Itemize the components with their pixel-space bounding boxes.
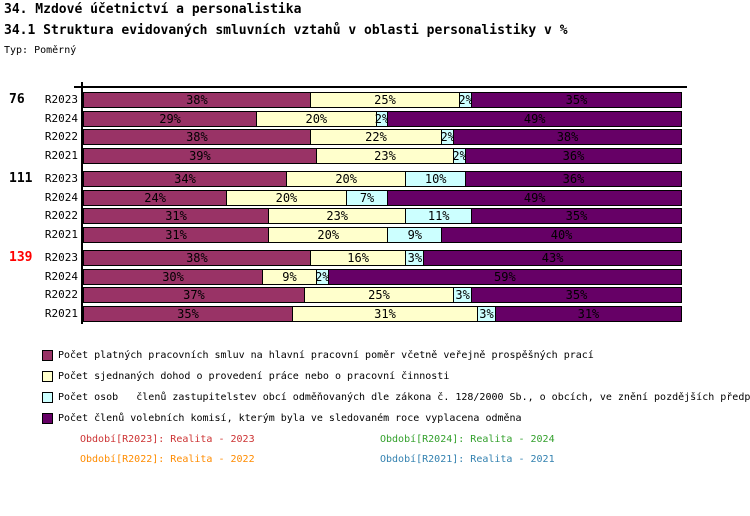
bar-segment: 30% (84, 269, 264, 284)
bar-segment: 3% (406, 251, 425, 265)
stacked-bar-111-R2022: 31% 23% 11% 35% (83, 208, 682, 224)
bar-segment: 20% (257, 111, 377, 126)
bar-segment: 49% (388, 111, 681, 126)
group-count-label: 111 (9, 171, 33, 186)
bar-segment: 2% (458, 93, 473, 107)
bar-segment: 11% (406, 209, 473, 223)
stacked-bar-76-R2024: 29% 20% 2% 49% (83, 110, 682, 127)
bar-segment: 49% (388, 190, 681, 205)
bar-segment: 2% (452, 148, 467, 163)
period-tick-label: R2022 (44, 130, 78, 143)
period-tick-label: R2024 (44, 190, 78, 204)
bar-segment: 2% (440, 130, 455, 144)
period-tick-label: R2024 (44, 111, 78, 125)
period-tick-label: R2021 (44, 227, 78, 241)
bar-segment: 20% (269, 227, 389, 242)
group-count-label: 76 (9, 92, 25, 107)
bar-segment: 38% (454, 130, 681, 144)
page-title: 34. Mzdové účetnictví a personalistika (4, 2, 302, 17)
bar-segment: 20% (227, 190, 347, 205)
bar-segment: 39% (84, 148, 317, 163)
plot-top-border (74, 86, 687, 88)
legend-item-zastupitelstva: Počet osob členů zastupitelstev obcí odm… (42, 390, 750, 404)
bar-segment: 20% (286, 172, 407, 186)
legend-item-volebni-komise: Počet členů volebních komisí, kterým byl… (42, 411, 750, 425)
bar-segment: 34% (84, 172, 287, 186)
bar-segment: 25% (310, 93, 461, 107)
chart-subtitle: 34.1 Struktura evidovaných smluvních vzt… (4, 23, 568, 38)
bar-segment: 31% (292, 306, 478, 321)
bar-segment: 36% (466, 172, 681, 186)
stacked-bar-139-R2021: 35% 31% 3% 31% (83, 305, 682, 322)
bar-segment: 37% (84, 288, 305, 302)
bar-segment: 35% (472, 209, 681, 223)
footnote-period-r2024: Období[R2024]: Realita - 2024 (380, 434, 555, 445)
bar-segment: 9% (263, 269, 317, 284)
group-count-label: 139 (9, 250, 33, 265)
period-tick-label: R2024 (44, 269, 78, 283)
legend-swatch-maroon (42, 349, 53, 361)
bar-segment: 38% (84, 251, 311, 265)
bar-segment: 3% (478, 306, 496, 321)
stacked-bar-139-R2022: 37% 25% 3% 35% (83, 287, 682, 303)
legend-label: Počet sjednaných dohod o provedení práce… (58, 370, 450, 382)
period-tick-label: R2023 (44, 251, 78, 264)
footnote-period-r2022: Období[R2022]: Realita - 2022 (80, 454, 255, 465)
bar-segment: 22% (310, 130, 443, 144)
stacked-bar-111-R2021: 31% 20% 9% 40% (83, 226, 682, 243)
legend-item-dohody: Počet sjednaných dohod o provedení práce… (42, 369, 750, 383)
bar-segment: 23% (269, 209, 407, 223)
bar-segment: 38% (84, 93, 311, 107)
bar-segment: 43% (424, 251, 681, 265)
bar-segment: 16% (310, 251, 407, 265)
bar-segment: 35% (472, 93, 681, 107)
legend-item-pracovni-smlouvy: Počet platných pracovních smluv na hlavn… (42, 348, 750, 362)
bar-segment: 31% (84, 209, 270, 223)
bar-segment: 35% (472, 288, 681, 302)
bar-segment: 31% (495, 306, 681, 321)
bar-segment: 2% (374, 111, 390, 126)
bar-segment: 29% (84, 111, 258, 126)
chart-type-label: Typ: Poměrný (4, 45, 77, 56)
bar-segment: 38% (84, 130, 311, 144)
bar-segment: 25% (304, 288, 455, 302)
legend-swatch-yellow (42, 370, 53, 382)
bar-segment: 23% (316, 148, 455, 163)
bar-segment: 7% (346, 190, 389, 205)
bar-segment: 40% (442, 227, 681, 242)
legend-label: Počet platných pracovních smluv na hlavn… (58, 349, 594, 361)
stacked-bar-111-R2024: 24% 20% 7% 49% (83, 189, 682, 206)
footnote-period-r2023: Období[R2023]: Realita - 2023 (80, 434, 255, 445)
bar-segment: 59% (328, 269, 681, 284)
bar-segment: 36% (466, 148, 681, 163)
bar-segment: 35% (84, 306, 293, 321)
legend-swatch-lightblue (42, 391, 53, 403)
period-tick-label: R2023 (44, 93, 78, 106)
bar-segment: 31% (84, 227, 270, 242)
bar-segment: 24% (84, 190, 228, 205)
stacked-bar-139-R2024: 30% 9% 2% 59% (83, 268, 682, 285)
y-axis-line (81, 82, 83, 324)
legend-label: Počet členů volebních komisí, kterým byl… (58, 412, 522, 424)
period-tick-label: R2023 (44, 172, 78, 185)
stacked-bar-111-R2023: 34% 20% 10% 36% (83, 171, 682, 187)
legend-label: Počet osob členů zastupitelstev obcí odm… (58, 391, 750, 403)
stacked-bar-139-R2023: 38% 16% 3% 43% (83, 250, 682, 266)
bar-segment: 10% (406, 172, 467, 186)
stacked-bar-76-R2022: 38% 22% 2% 38% (83, 129, 682, 145)
bar-segment: 3% (454, 288, 473, 302)
stacked-bar-76-R2021: 39% 23% 2% 36% (83, 147, 682, 164)
stacked-bar-76-R2023: 38% 25% 2% 35% (83, 92, 682, 108)
footnote-period-r2021: Období[R2021]: Realita - 2021 (380, 454, 555, 465)
period-tick-label: R2021 (44, 306, 78, 320)
period-tick-label: R2021 (44, 148, 78, 162)
legend-swatch-purple (42, 412, 53, 424)
bar-segment: 9% (388, 227, 443, 242)
period-tick-label: R2022 (44, 209, 78, 222)
period-tick-label: R2022 (44, 288, 78, 301)
bar-segment: 2% (315, 269, 330, 284)
